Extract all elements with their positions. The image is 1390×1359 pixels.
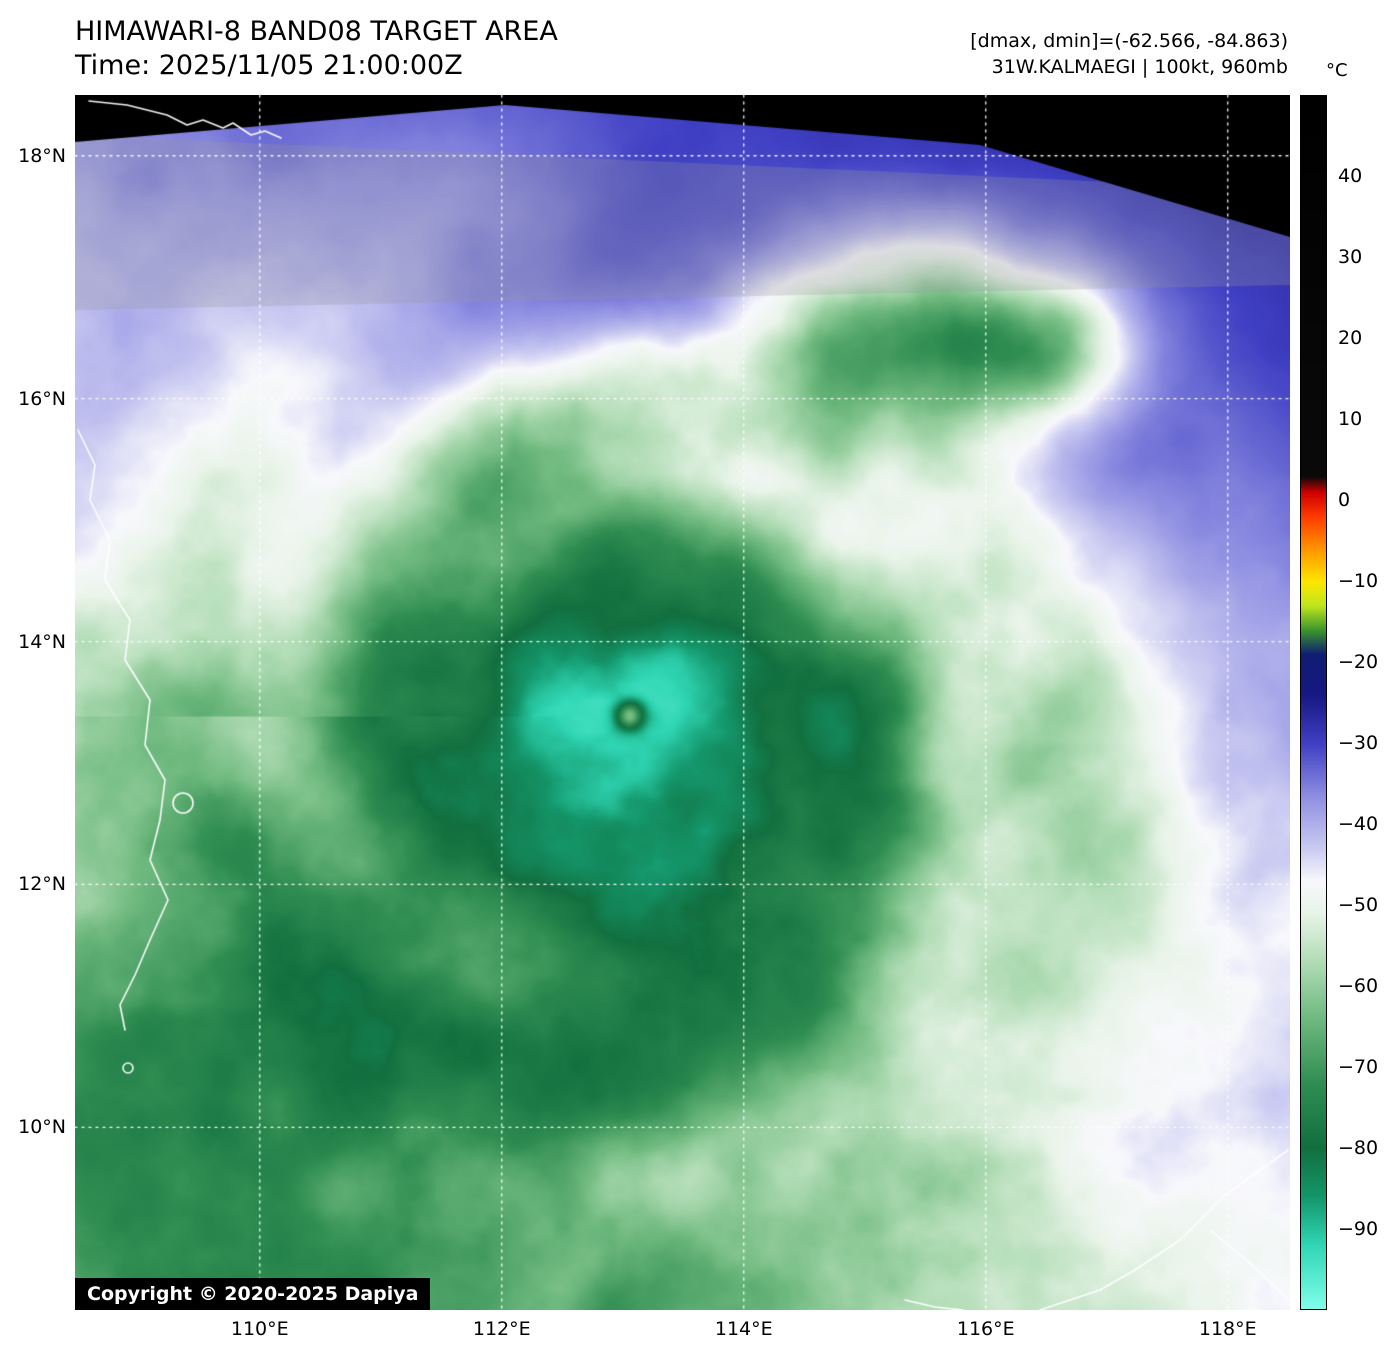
colorbar-unit-label: °C <box>1326 60 1348 81</box>
lat-tick-label: 16°N <box>18 387 66 410</box>
copyright-badge: Copyright © 2020-2025 Dapiya <box>75 1278 431 1310</box>
lon-tick-label: 110°E <box>230 1318 289 1340</box>
dmax-dmin-stats: [dmax, dmin]=(-62.566, -84.863) <box>970 30 1288 52</box>
colorbar-tick-label: −90 <box>1338 1218 1379 1240</box>
colorbar-tick-label: 30 <box>1338 246 1363 268</box>
timestamp-line: Time: 2025/11/05 21:00:00Z <box>75 50 463 81</box>
colorbar-tick-label: 0 <box>1338 489 1351 511</box>
colorbar-tick-label: −10 <box>1338 570 1379 592</box>
lat-tick-label: 14°N <box>18 630 66 653</box>
temperature-colorbar <box>1300 95 1327 1310</box>
colorbar-tick-label: −70 <box>1338 1056 1379 1078</box>
colorbar-tick-label: −60 <box>1338 975 1379 997</box>
satellite-imagery-canvas <box>75 95 1290 1310</box>
colorbar-tick-label: −20 <box>1338 651 1379 673</box>
colorbar-tick-label: −50 <box>1338 894 1379 916</box>
lat-tick-label: 10°N <box>18 1116 66 1139</box>
lon-tick-label: 114°E <box>714 1318 773 1340</box>
colorbar-tick-label: 10 <box>1338 408 1363 430</box>
page-title: HIMAWARI-8 BAND08 TARGET AREA <box>75 16 558 47</box>
colorbar-tick-label: −30 <box>1338 732 1379 754</box>
storm-info-line: 31W.KALMAEGI | 100kt, 960mb <box>991 56 1288 78</box>
lon-tick-label: 118°E <box>1198 1318 1257 1340</box>
colorbar-tick-label: −40 <box>1338 813 1379 835</box>
lat-tick-label: 18°N <box>18 144 66 167</box>
satellite-map: Copyright © 2020-2025 Dapiya <box>75 95 1290 1310</box>
lon-tick-label: 116°E <box>956 1318 1015 1340</box>
colorbar-gradient-canvas <box>1301 96 1326 1309</box>
colorbar-tick-label: 20 <box>1338 327 1363 349</box>
colorbar-tick-label: 40 <box>1338 165 1363 187</box>
colorbar-tick-label: −80 <box>1338 1137 1379 1159</box>
lon-tick-label: 112°E <box>472 1318 531 1340</box>
lat-tick-label: 12°N <box>18 873 66 896</box>
